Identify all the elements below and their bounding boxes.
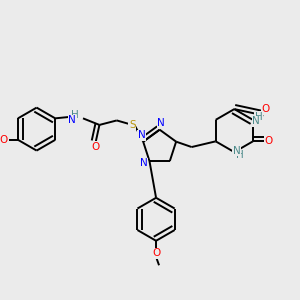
Text: N: N: [233, 146, 241, 156]
Text: H: H: [236, 150, 244, 160]
Text: S: S: [129, 120, 136, 130]
Text: N: N: [138, 130, 146, 140]
Text: O: O: [92, 142, 100, 152]
Text: N: N: [140, 158, 148, 168]
Text: H: H: [255, 112, 263, 122]
Text: O: O: [261, 104, 270, 114]
Text: O: O: [152, 248, 160, 258]
Text: N: N: [252, 116, 260, 126]
Text: H: H: [71, 110, 79, 120]
Text: N: N: [157, 118, 165, 128]
Text: N: N: [68, 116, 76, 125]
Text: O: O: [0, 135, 8, 145]
Text: O: O: [265, 136, 273, 146]
